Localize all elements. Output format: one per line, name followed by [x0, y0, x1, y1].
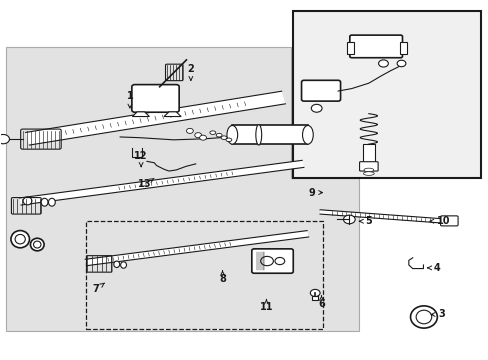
Text: 11: 11 [259, 300, 273, 312]
Ellipse shape [363, 172, 373, 175]
Polygon shape [25, 91, 285, 145]
Text: 12: 12 [134, 150, 147, 167]
Circle shape [378, 60, 387, 67]
Ellipse shape [11, 230, 29, 248]
Text: 4: 4 [427, 263, 440, 273]
Ellipse shape [410, 306, 436, 328]
Circle shape [396, 60, 405, 67]
Ellipse shape [216, 134, 222, 137]
Ellipse shape [23, 197, 32, 205]
FancyBboxPatch shape [251, 249, 293, 273]
Polygon shape [320, 210, 441, 223]
Ellipse shape [30, 238, 44, 251]
Circle shape [199, 135, 206, 140]
Bar [86, 221, 322, 329]
Circle shape [310, 289, 320, 297]
Polygon shape [132, 112, 149, 117]
Text: 5: 5 [359, 216, 371, 226]
Text: 6: 6 [318, 296, 324, 309]
Bar [232, 126, 307, 144]
FancyBboxPatch shape [349, 35, 402, 58]
FancyBboxPatch shape [362, 144, 374, 163]
FancyBboxPatch shape [301, 80, 340, 101]
Ellipse shape [41, 198, 48, 206]
Bar [346, 42, 353, 54]
Text: 10: 10 [429, 216, 449, 226]
Text: 7: 7 [92, 283, 104, 294]
Ellipse shape [415, 310, 431, 324]
Circle shape [186, 129, 193, 134]
Ellipse shape [255, 125, 261, 145]
Text: 8: 8 [219, 271, 225, 284]
Polygon shape [20, 160, 303, 205]
Text: 9: 9 [308, 188, 322, 198]
FancyBboxPatch shape [359, 162, 377, 171]
FancyBboxPatch shape [440, 216, 457, 226]
Circle shape [343, 215, 354, 224]
Circle shape [274, 257, 284, 265]
Ellipse shape [363, 168, 373, 172]
Polygon shape [85, 231, 308, 266]
Bar [293, 12, 480, 178]
Ellipse shape [209, 131, 215, 134]
Bar [399, 42, 406, 54]
Polygon shape [163, 112, 181, 117]
Ellipse shape [121, 262, 126, 268]
Circle shape [0, 134, 9, 144]
Ellipse shape [221, 136, 226, 139]
FancyBboxPatch shape [132, 85, 179, 112]
Text: 3: 3 [430, 310, 445, 319]
Ellipse shape [302, 126, 313, 144]
Bar [312, 296, 318, 300]
Ellipse shape [226, 126, 237, 144]
Text: 1: 1 [126, 91, 133, 108]
Ellipse shape [34, 241, 41, 248]
Polygon shape [5, 47, 358, 330]
Circle shape [311, 104, 322, 112]
Text: 13: 13 [138, 178, 154, 189]
Ellipse shape [225, 138, 231, 141]
Circle shape [260, 256, 273, 266]
Ellipse shape [114, 261, 120, 267]
Circle shape [194, 133, 201, 138]
Text: 2: 2 [187, 64, 194, 80]
Ellipse shape [48, 198, 55, 206]
Ellipse shape [15, 234, 25, 244]
